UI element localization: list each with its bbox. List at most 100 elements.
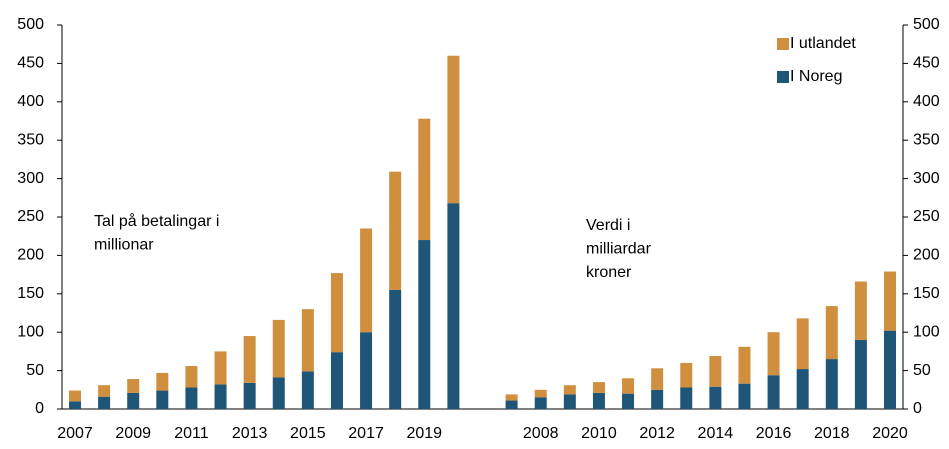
y2-tick-label: 200: [913, 247, 940, 264]
y-tick-label: 350: [17, 131, 44, 148]
x-tick-label: 2020: [872, 425, 908, 442]
bar-segment: [389, 289, 402, 409]
y-tick-label: 400: [17, 93, 44, 110]
y2-tick-label: 100: [913, 323, 940, 340]
annotation: Verdi i: [586, 217, 630, 234]
bar-segment: [534, 397, 547, 409]
annotation: milliardar: [586, 241, 652, 258]
x-tick-label: 2015: [290, 425, 326, 442]
bar-segment: [69, 401, 81, 409]
bar-segment: [825, 306, 838, 360]
bar-segment: [767, 375, 780, 409]
y-tick-label: 500: [17, 16, 44, 33]
bar-segment: [825, 359, 838, 409]
bar-segment: [98, 396, 111, 409]
x-tick-label: 2009: [115, 425, 151, 442]
y2-tick-label: 150: [913, 285, 940, 302]
x-tick-label: 2014: [698, 425, 734, 442]
y-tick-label: 250: [17, 208, 44, 225]
bar-segment: [69, 390, 81, 402]
bar-segment: [738, 383, 751, 409]
x-tick-label: 2012: [639, 425, 675, 442]
bar-segment: [360, 332, 373, 409]
bar-segment: [534, 389, 547, 398]
x-tick-label: 2018: [814, 425, 850, 442]
legend-swatch: [777, 38, 789, 50]
annotation: Tal på betalingar i: [94, 212, 219, 230]
y2-tick-label: 300: [913, 170, 940, 187]
bar-segment: [98, 385, 111, 397]
y2-tick-label: 450: [913, 55, 940, 72]
x-tick-label: 2008: [523, 425, 559, 442]
bar-segment: [127, 392, 140, 409]
annotation: millionar: [94, 237, 154, 254]
bar-segment: [709, 386, 722, 409]
bar-segment: [854, 339, 867, 409]
bar-segment: [622, 378, 635, 394]
x-tick-label: 2013: [232, 425, 268, 442]
bar-segment: [156, 372, 169, 391]
bar-segment: [301, 309, 314, 372]
y-tick-label: 0: [35, 400, 44, 417]
bar-segment: [563, 394, 576, 409]
y2-tick-label: 350: [913, 131, 940, 148]
bar-segment: [884, 330, 896, 409]
bar-segment: [884, 271, 896, 331]
x-tick-label: 2017: [348, 425, 384, 442]
bar-segment: [214, 351, 227, 385]
bar-segment: [360, 228, 373, 333]
bar-segment: [214, 384, 227, 409]
bar-segment: [272, 319, 285, 378]
bar-segment: [447, 55, 460, 204]
bar-segment: [418, 240, 431, 409]
bar-segment: [651, 389, 664, 409]
bar-segment: [680, 387, 693, 409]
bar-segment: [505, 400, 518, 409]
x-tick-label: 2016: [756, 425, 792, 442]
bar-segment: [709, 356, 722, 387]
bar-segment: [767, 332, 780, 376]
y-tick-label: 100: [17, 323, 44, 340]
bar-segment: [330, 273, 343, 353]
legend-swatch: [777, 71, 789, 83]
bar-segment: [243, 382, 256, 409]
bar-segment: [854, 281, 867, 340]
bar-segment: [272, 377, 285, 409]
x-tick-label: 2019: [406, 425, 442, 442]
y-tick-label: 50: [26, 362, 44, 379]
bar-segment: [622, 393, 635, 409]
bar-segment: [127, 379, 140, 393]
legend-label: I utlandet: [790, 35, 856, 52]
bar-segment: [418, 118, 431, 241]
x-tick-label: 2010: [581, 425, 617, 442]
bar-segment: [592, 382, 605, 393]
bar-segment: [156, 390, 169, 409]
bar-segment: [243, 336, 256, 383]
bar-segment: [389, 171, 402, 290]
bar-segment: [301, 371, 314, 409]
y-tick-label: 150: [17, 285, 44, 302]
x-tick-label: 2011: [174, 425, 209, 442]
y2-tick-label: 500: [913, 16, 940, 33]
y-tick-label: 450: [17, 55, 44, 72]
y2-tick-label: 0: [913, 400, 922, 417]
annotation: kroner: [586, 264, 632, 281]
bar-segment: [651, 368, 664, 390]
y2-tick-label: 400: [913, 93, 940, 110]
y-tick-label: 300: [17, 170, 44, 187]
bar-segment: [447, 203, 460, 409]
bar-segment: [563, 385, 576, 395]
y2-tick-label: 50: [913, 362, 931, 379]
bar-segment: [330, 352, 343, 409]
x-tick-label: 2007: [57, 425, 93, 442]
bar-segment: [592, 392, 605, 409]
y2-tick-label: 250: [913, 208, 940, 225]
bar-segment: [796, 369, 809, 409]
bar-segment: [505, 394, 518, 401]
bar-segment: [185, 387, 198, 409]
bar-segment: [738, 346, 751, 384]
legend-label: I Noreg: [790, 68, 842, 85]
y-tick-label: 200: [17, 247, 44, 264]
bar-segment: [185, 365, 198, 388]
